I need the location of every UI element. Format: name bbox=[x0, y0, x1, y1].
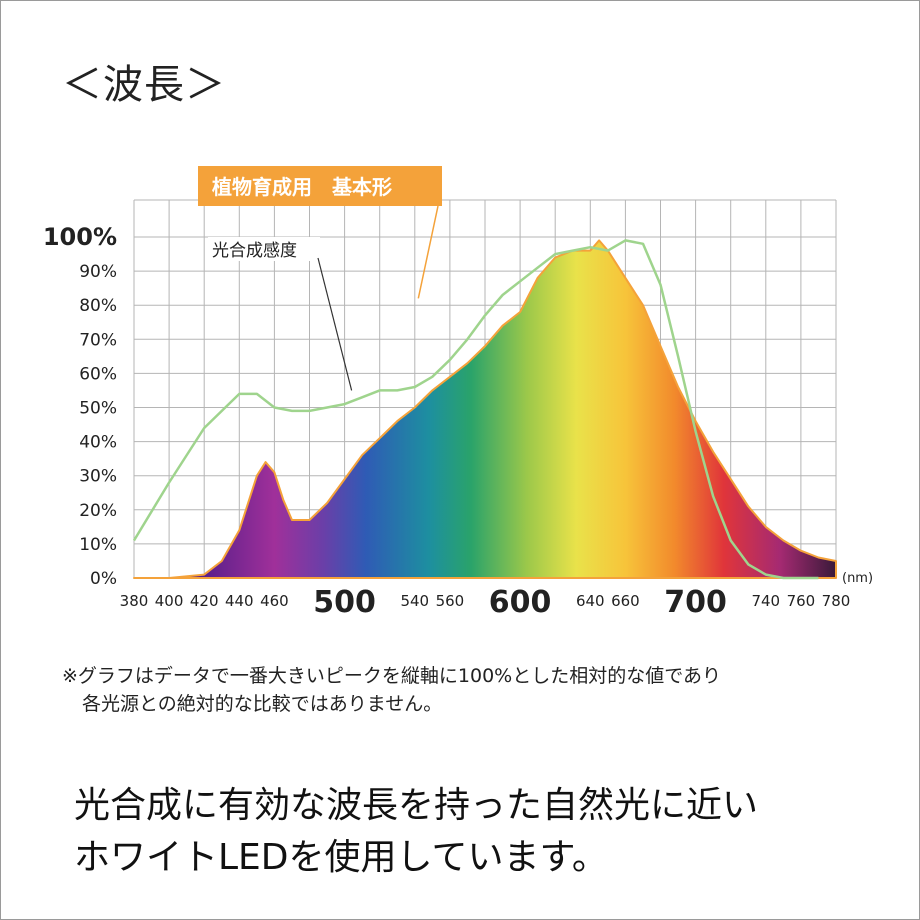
x-tick-label: 780 bbox=[822, 592, 851, 610]
y-tick-label: 20% bbox=[79, 501, 117, 521]
x-tick-label: 380 bbox=[120, 592, 149, 610]
x-tick-label: 400 bbox=[155, 592, 184, 610]
footnote-line-2: 各光源との絶対的な比較ではありません。 bbox=[82, 693, 443, 715]
legend-leader-basic-form bbox=[417, 205, 439, 299]
legend-leader-photosynthesis bbox=[317, 257, 353, 391]
chart-axes: 0% 10% 20% 30% 40% 50% 60% 70% 80% 90% 100% 380 400 4… bbox=[43, 223, 873, 620]
y-tick-label: 30% bbox=[79, 467, 117, 487]
x-tick-label-major: 600 bbox=[489, 585, 552, 620]
chart-plot-area bbox=[132, 239, 837, 580]
footer-line-2: ホワイトLEDを使用しています。 bbox=[74, 837, 608, 878]
footer-caption: 光合成に有効な波長を持った自然光に近い ホワイトLEDを使用しています。 bbox=[74, 780, 894, 884]
footnote: ※グラフはデータで一番大きいピークを縦軸に100%とした相対的な値であり 各光源… bbox=[62, 662, 902, 718]
x-tick-label: 760 bbox=[787, 592, 816, 610]
spectrum-chart: 0% 10% 20% 30% 40% 50% 60% 70% 80% 90% 100% 380 400 4… bbox=[43, 166, 873, 620]
footnote-line-1: ※グラフはデータで一番大きいピークを縦軸に100%とした相対的な値であり bbox=[62, 665, 722, 687]
series-photosynthesis-line bbox=[132, 239, 819, 580]
legend-box-basic-form bbox=[198, 166, 442, 206]
y-tick-label: 90% bbox=[79, 262, 117, 282]
x-tick-label: 740 bbox=[751, 592, 780, 610]
y-tick-label: 80% bbox=[79, 296, 117, 316]
x-tick-label: 420 bbox=[190, 592, 219, 610]
y-tick-label: 70% bbox=[79, 330, 117, 350]
legend-label-basic-form: 植物育成用 基本形 bbox=[212, 175, 392, 199]
x-axis-unit: (nm) bbox=[842, 571, 873, 586]
x-tick-label: 440 bbox=[225, 592, 254, 610]
y-tick-label: 100% bbox=[43, 223, 117, 251]
series-spectrum-area bbox=[133, 239, 837, 579]
x-tick-label: 640 bbox=[576, 592, 605, 610]
page-heading: ＜波長＞ bbox=[62, 62, 226, 108]
x-tick-label-major: 500 bbox=[313, 585, 376, 620]
y-tick-label: 10% bbox=[79, 535, 117, 555]
legend-backing-photosynthesis bbox=[208, 237, 320, 261]
y-tick-label: 50% bbox=[79, 399, 117, 419]
y-tick-label: 0% bbox=[90, 569, 117, 589]
x-tick-label: 540 bbox=[400, 592, 429, 610]
footer-line-1: 光合成に有効な波長を持った自然光に近い bbox=[74, 785, 759, 826]
x-tick-label-major: 700 bbox=[664, 585, 727, 620]
x-tick-label: 560 bbox=[436, 592, 465, 610]
x-tick-label: 660 bbox=[611, 592, 640, 610]
x-tick-label: 460 bbox=[260, 592, 289, 610]
y-tick-label: 40% bbox=[79, 433, 117, 453]
legend-label-photosynthesis: 光合成感度 bbox=[212, 241, 297, 261]
y-tick-label: 60% bbox=[79, 364, 117, 384]
